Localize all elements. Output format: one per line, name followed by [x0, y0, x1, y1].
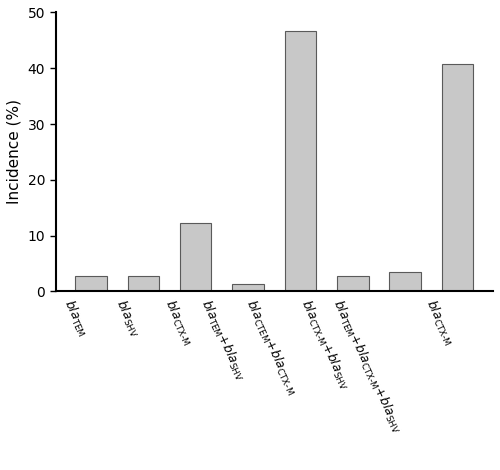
- Bar: [390, 273, 421, 291]
- Bar: [285, 31, 316, 291]
- Bar: [128, 276, 159, 291]
- Bar: [337, 276, 368, 291]
- Y-axis label: Incidence (%): Incidence (%): [7, 100, 22, 204]
- Bar: [76, 276, 107, 291]
- Bar: [180, 223, 212, 291]
- Bar: [442, 64, 473, 291]
- Bar: [232, 283, 264, 291]
